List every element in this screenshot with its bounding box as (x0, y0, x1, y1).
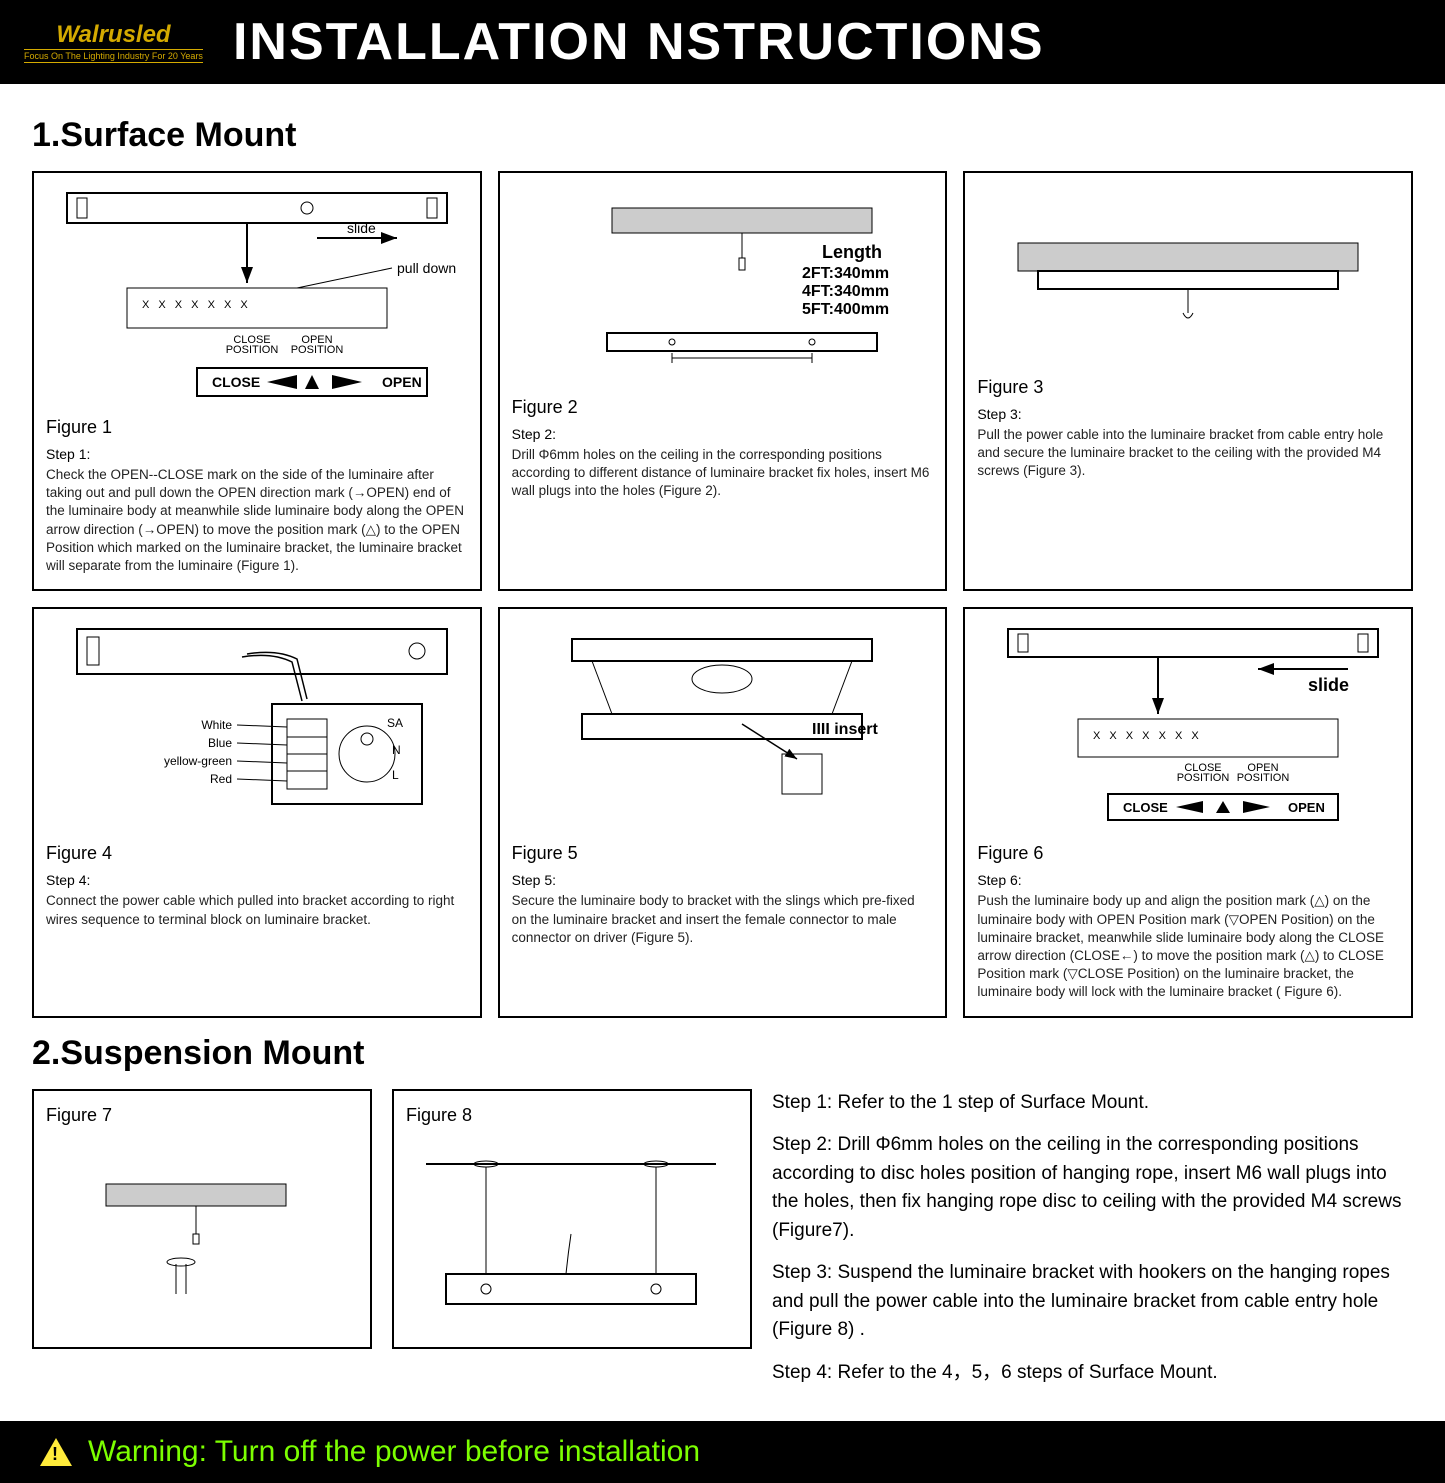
svg-text:POSITION: POSITION (1177, 772, 1230, 784)
susp-step2: Step 2: Drill Φ6mm holes on the ceiling … (772, 1131, 1413, 1245)
figure1-label: Figure 1 (46, 417, 468, 438)
step6-label: Step 6: (977, 872, 1399, 888)
svg-text:White: White (201, 718, 232, 732)
section1-title: 1.Surface Mount (32, 116, 1413, 155)
step3-label: Step 3: (977, 406, 1399, 422)
figure5-label: Figure 5 (512, 843, 934, 864)
section2-title: 2.Suspension Mount (32, 1034, 1413, 1073)
step2-label: Step 2: (512, 426, 934, 442)
step2-text: Drill Φ6mm holes on the ceiling in the c… (512, 446, 934, 501)
step5-text: Secure the luminaire body to bracket wit… (512, 892, 934, 947)
figure4-label: Figure 4 (46, 843, 468, 864)
page-title: INSTALLATION NSTRUCTIONS (233, 12, 1045, 72)
warning-icon (40, 1438, 72, 1466)
svg-text:OPEN: OPEN (1288, 800, 1325, 815)
svg-text:OPEN: OPEN (382, 374, 422, 390)
svg-text:X X X X X X X: X X X X X X X (142, 299, 251, 311)
figure5-diagram: IIII insert (512, 619, 934, 829)
panel-figure6: slide X X X X X X X CLOSE POSITION OPEN … (963, 607, 1413, 1017)
panel-figure3: Figure 3 Step 3: Pull the power cable in… (963, 171, 1413, 591)
step1-label: Step 1: (46, 446, 468, 462)
section2-steps: Step 1: Refer to the 1 step of Surface M… (772, 1089, 1413, 1402)
header-bar: Walrusled Focus On The Lighting Industry… (0, 0, 1445, 84)
page: Walrusled Focus On The Lighting Industry… (0, 0, 1445, 1483)
svg-text:POSITION: POSITION (291, 344, 344, 356)
svg-text:IIII insert: IIII insert (812, 721, 878, 738)
step5-label: Step 5: (512, 872, 934, 888)
svg-text:L: L (392, 768, 399, 782)
svg-text:CLOSE: CLOSE (1123, 800, 1168, 815)
svg-text:4FT:340mm: 4FT:340mm (802, 283, 889, 300)
susp-step3: Step 3: Suspend the luminaire bracket wi… (772, 1259, 1413, 1345)
panel-figure2: Length 2FT:340mm 4FT:340mm 5FT:400mm Fig… (498, 171, 948, 591)
svg-text:Blue: Blue (208, 736, 232, 750)
logo: Walrusled Focus On The Lighting Industry… (24, 21, 203, 63)
panel-figure7: Figure 7 (32, 1089, 372, 1349)
svg-text:CLOSE: CLOSE (212, 374, 260, 390)
susp-step1: Step 1: Refer to the 1 step of Surface M… (772, 1089, 1413, 1118)
panel-figure4: SA N L White Blue yellow-green Red Figur… (32, 607, 482, 1017)
warning-text: Warning: Turn off the power before insta… (88, 1435, 700, 1469)
svg-text:slide: slide (1308, 675, 1349, 695)
step3-text: Pull the power cable into the luminaire … (977, 426, 1399, 481)
svg-text:slide: slide (347, 220, 376, 236)
figure4-diagram: SA N L White Blue yellow-green Red (46, 619, 468, 829)
svg-text:SA: SA (387, 716, 403, 730)
section2-row: Figure 7 Figure 8 (32, 1089, 1413, 1402)
figure7-diagram (46, 1134, 346, 1324)
svg-text:Length: Length (822, 242, 882, 262)
panel-figure8: Figure 8 (392, 1089, 752, 1349)
panel-figure1: slide pull down X X X X X X X CLOSE POSI… (32, 171, 482, 591)
svg-text:2FT:340mm: 2FT:340mm (802, 265, 889, 282)
figure7-label: Figure 7 (46, 1105, 358, 1126)
figure8-label: Figure 8 (406, 1105, 738, 1126)
susp-step4: Step 4: Refer to the 4，5，6 steps of Surf… (772, 1359, 1413, 1388)
logo-subtitle: Focus On The Lighting Industry For 20 Ye… (24, 49, 203, 63)
svg-text:X X X X X X X: X X X X X X X (1093, 730, 1202, 742)
step6-text: Push the luminaire body up and align the… (977, 892, 1399, 1001)
section1-grid: slide pull down X X X X X X X CLOSE POSI… (32, 171, 1413, 1018)
content: 1.Surface Mount slide pull down (0, 84, 1445, 1421)
panel-figure5: IIII insert Figure 5 Step 5: Secure the … (498, 607, 948, 1017)
figure6-label: Figure 6 (977, 843, 1399, 864)
figure2-label: Figure 2 (512, 397, 934, 418)
svg-text:POSITION: POSITION (226, 344, 279, 356)
svg-text:pull down: pull down (397, 260, 456, 276)
svg-text:yellow-green: yellow-green (164, 754, 232, 768)
figure8-diagram (406, 1134, 736, 1324)
figure1-diagram: slide pull down X X X X X X X CLOSE POSI… (46, 183, 468, 403)
figure6-diagram: slide X X X X X X X CLOSE POSITION OPEN … (977, 619, 1399, 829)
warning-bar: Warning: Turn off the power before insta… (0, 1421, 1445, 1483)
figure2-diagram: Length 2FT:340mm 4FT:340mm 5FT:400mm (512, 183, 934, 383)
svg-text:5FT:400mm: 5FT:400mm (802, 301, 889, 318)
step4-label: Step 4: (46, 872, 468, 888)
step4-text: Connect the power cable which pulled int… (46, 892, 468, 928)
svg-text:POSITION: POSITION (1237, 772, 1290, 784)
step1-text: Check the OPEN--CLOSE mark on the side o… (46, 466, 468, 575)
svg-text:N: N (392, 743, 401, 757)
figure3-diagram (977, 183, 1399, 363)
figure3-label: Figure 3 (977, 377, 1399, 398)
svg-text:Red: Red (210, 772, 232, 786)
logo-text: Walrusled (56, 21, 170, 49)
